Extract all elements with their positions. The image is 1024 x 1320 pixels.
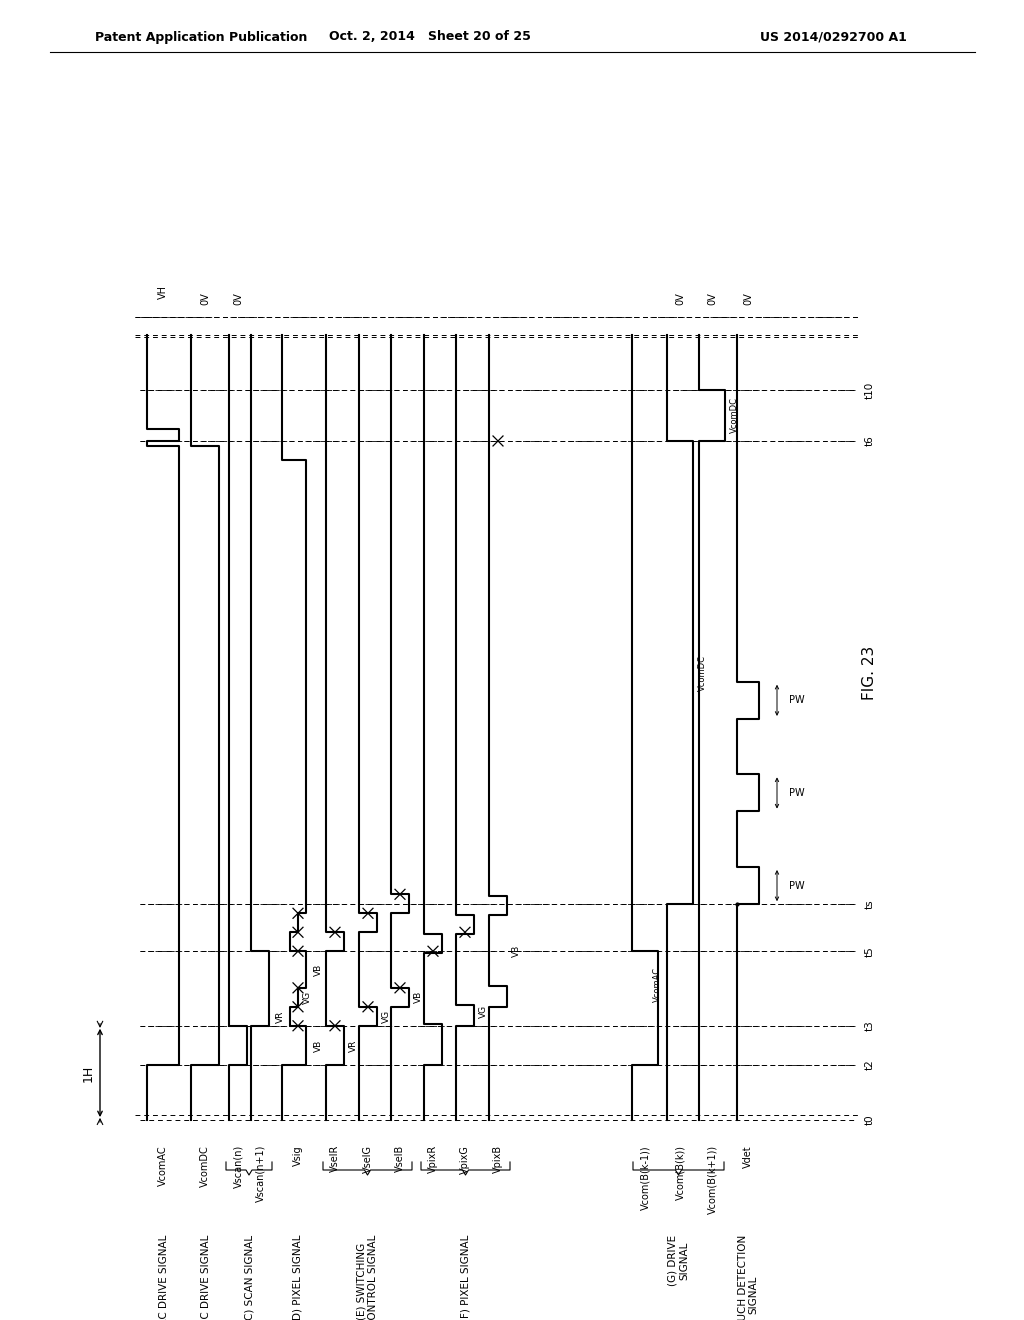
- Text: t2: t2: [865, 1060, 874, 1071]
- Text: Patent Application Publication: Patent Application Publication: [95, 30, 307, 44]
- Text: VpixG: VpixG: [460, 1144, 470, 1173]
- Text: VB: VB: [414, 991, 423, 1003]
- Text: 0V: 0V: [233, 292, 243, 305]
- Text: VselG: VselG: [362, 1144, 373, 1173]
- Text: t5: t5: [865, 946, 874, 957]
- Text: VG: VG: [382, 1010, 391, 1023]
- Text: (A) AC DRIVE SIGNAL: (A) AC DRIVE SIGNAL: [158, 1236, 168, 1320]
- Text: VcomDC: VcomDC: [698, 655, 707, 690]
- Text: VcomAC: VcomAC: [653, 968, 662, 1002]
- Text: Oct. 2, 2014   Sheet 20 of 25: Oct. 2, 2014 Sheet 20 of 25: [329, 30, 530, 44]
- Text: VR: VR: [349, 1039, 358, 1052]
- Text: t6: t6: [865, 436, 874, 446]
- Text: VH: VH: [158, 285, 168, 300]
- Text: PW: PW: [790, 880, 805, 891]
- Text: US 2014/0292700 A1: US 2014/0292700 A1: [760, 30, 907, 44]
- Text: VB: VB: [314, 1039, 323, 1052]
- Text: ts: ts: [865, 899, 874, 909]
- Text: Vscan(n): Vscan(n): [233, 1144, 243, 1188]
- Text: 1H: 1H: [82, 1064, 94, 1081]
- Text: Vsig: Vsig: [293, 1144, 303, 1166]
- Text: Vcom(B(k)): Vcom(B(k)): [675, 1144, 685, 1200]
- Text: VcomAC: VcomAC: [158, 1144, 168, 1185]
- Text: (E) SWITCHING
CONTROL SIGNAL: (E) SWITCHING CONTROL SIGNAL: [356, 1236, 378, 1320]
- Text: VcomDC: VcomDC: [200, 1144, 210, 1187]
- Text: Vcom(B(k+1)): Vcom(B(k+1)): [707, 1144, 717, 1214]
- Text: PW: PW: [790, 788, 805, 799]
- Text: (H) TOUCH DETECTION
SIGNAL: (H) TOUCH DETECTION SIGNAL: [737, 1236, 759, 1320]
- Text: 0V: 0V: [707, 292, 717, 305]
- Text: (C) SCAN SIGNAL: (C) SCAN SIGNAL: [244, 1236, 254, 1320]
- Text: VselB: VselB: [395, 1144, 406, 1172]
- Text: 0V: 0V: [200, 292, 210, 305]
- Text: (F) PIXEL SIGNAL: (F) PIXEL SIGNAL: [461, 1236, 470, 1320]
- Text: (G) DRIVE
SIGNAL: (G) DRIVE SIGNAL: [668, 1236, 689, 1286]
- Text: t3: t3: [865, 1020, 874, 1031]
- Text: VpixR: VpixR: [428, 1144, 438, 1173]
- Text: VB: VB: [512, 944, 521, 957]
- Text: t0: t0: [865, 1114, 874, 1126]
- Text: VG: VG: [479, 1005, 488, 1018]
- Text: 0V: 0V: [675, 292, 685, 305]
- Text: VR: VR: [276, 1010, 285, 1023]
- Text: VpixB: VpixB: [493, 1144, 503, 1173]
- Text: VB: VB: [314, 964, 323, 975]
- Text: FIG. 23: FIG. 23: [862, 645, 878, 700]
- Text: PW: PW: [790, 696, 805, 705]
- Text: VG: VG: [303, 991, 312, 1005]
- Text: t10: t10: [865, 381, 874, 399]
- Text: VselR: VselR: [330, 1144, 340, 1172]
- Text: Vscan(n+1): Vscan(n+1): [255, 1144, 265, 1203]
- Text: Vdet: Vdet: [743, 1144, 753, 1168]
- Text: 0V: 0V: [743, 292, 753, 305]
- Text: VcomDC: VcomDC: [730, 397, 739, 433]
- Text: Vcom(B(k-1)): Vcom(B(k-1)): [640, 1144, 650, 1209]
- Text: (B) DC DRIVE SIGNAL: (B) DC DRIVE SIGNAL: [200, 1236, 210, 1320]
- Text: (D) PIXEL SIGNAL: (D) PIXEL SIGNAL: [293, 1236, 303, 1320]
